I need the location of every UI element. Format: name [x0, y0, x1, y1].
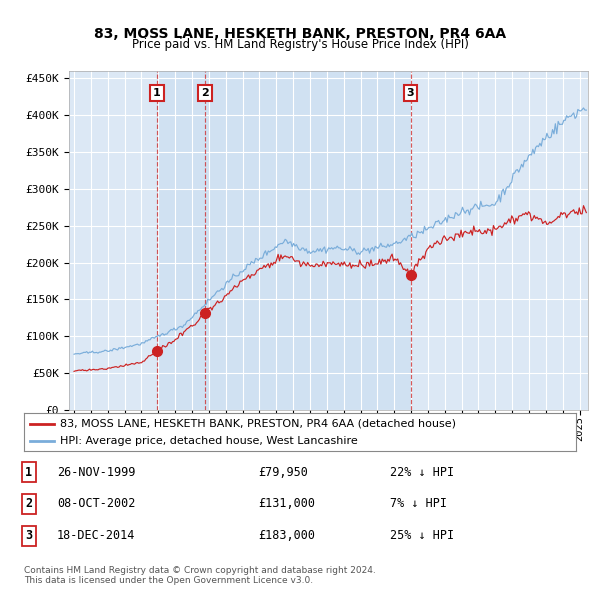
Text: Price paid vs. HM Land Registry's House Price Index (HPI): Price paid vs. HM Land Registry's House … [131, 38, 469, 51]
Text: 18-DEC-2014: 18-DEC-2014 [57, 529, 136, 542]
Text: 2: 2 [201, 88, 209, 98]
Text: £79,950: £79,950 [258, 466, 308, 478]
Bar [205, 71, 410, 410]
Text: HPI: Average price, detached house, West Lancashire: HPI: Average price, detached house, West… [60, 435, 358, 445]
Text: 2: 2 [25, 497, 32, 510]
Bar [157, 71, 205, 410]
Text: 83, MOSS LANE, HESKETH BANK, PRESTON, PR4 6AA (detached house): 83, MOSS LANE, HESKETH BANK, PRESTON, PR… [60, 419, 456, 429]
Text: £131,000: £131,000 [258, 497, 315, 510]
Text: 3: 3 [407, 88, 415, 98]
Text: 26-NOV-1999: 26-NOV-1999 [57, 466, 136, 478]
Text: 3: 3 [25, 529, 32, 542]
Text: 08-OCT-2002: 08-OCT-2002 [57, 497, 136, 510]
Text: 1: 1 [153, 88, 161, 98]
Text: Contains HM Land Registry data © Crown copyright and database right 2024.
This d: Contains HM Land Registry data © Crown c… [24, 566, 376, 585]
Text: 7% ↓ HPI: 7% ↓ HPI [390, 497, 447, 510]
Text: 83, MOSS LANE, HESKETH BANK, PRESTON, PR4 6AA: 83, MOSS LANE, HESKETH BANK, PRESTON, PR… [94, 27, 506, 41]
Text: 1: 1 [25, 466, 32, 478]
Text: 25% ↓ HPI: 25% ↓ HPI [390, 529, 454, 542]
Text: £183,000: £183,000 [258, 529, 315, 542]
Text: 22% ↓ HPI: 22% ↓ HPI [390, 466, 454, 478]
